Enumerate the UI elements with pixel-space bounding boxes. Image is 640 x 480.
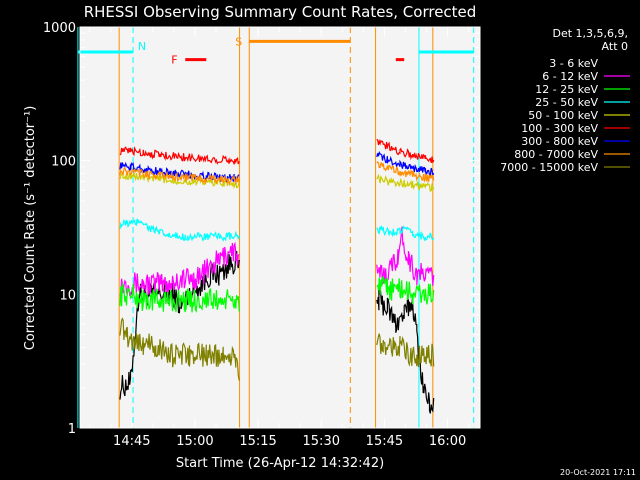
footer-date: 20-Oct-2021 17:11 — [560, 468, 636, 477]
chart-marks: N S F — [77, 27, 475, 428]
x-tick-label: 16:00 — [429, 434, 466, 449]
flag-F-label: F — [171, 54, 177, 67]
legend-entry-label: 300 - 800 keV — [521, 135, 598, 148]
y-tick-label: 100 — [51, 155, 76, 170]
series-800-7000-kevline — [119, 160, 435, 186]
y-tick-label: 10 — [59, 288, 76, 303]
legend-title-line: Att 0 — [602, 40, 628, 53]
legend-entry-label: 3 - 6 keV — [549, 57, 598, 70]
plot-area — [80, 27, 480, 428]
series-100-300-kevline — [119, 138, 435, 165]
x-tick-label: 15:00 — [176, 434, 213, 449]
y-axis-label: Corrected Count Rate (s⁻¹ detector⁻¹) — [23, 106, 38, 351]
series-7000-15000-kevline — [119, 317, 435, 381]
plot-background — [80, 27, 480, 428]
x-axis-label: Start Time (26-Apr-12 14:32:42) — [176, 456, 384, 471]
flag-S-label: S — [235, 35, 242, 48]
series-12-25-kevline — [119, 275, 435, 313]
series-3-6-kevline — [119, 250, 435, 414]
legend-entry-label: 25 - 50 keV — [535, 96, 598, 109]
x-tick-label: 15:15 — [239, 434, 276, 449]
x-tick-label: 14:45 — [113, 434, 150, 449]
series-6-12-kevline — [119, 226, 435, 297]
x-tick-label: 15:30 — [303, 434, 340, 449]
legend-entry-label: 100 - 300 keV — [521, 122, 598, 135]
legend-entry-label: 7000 - 15000 keV — [500, 161, 598, 174]
legend-entry-label: 50 - 100 keV — [528, 109, 598, 122]
y-tick-label: 1 — [68, 422, 76, 437]
legend-entry-label: 12 - 25 keV — [535, 83, 598, 96]
flag-N-label: N — [138, 40, 146, 53]
legend-title-line: Det 1,3,5,6,9, — [552, 27, 628, 40]
x-tick-label: 15:45 — [366, 434, 403, 449]
chart-axes: 1 10 100 1000 14:45 15:00 15:15 15:30 15:45 16:00 — [43, 21, 481, 449]
legend-entry-label: 800 - 7000 keV — [514, 148, 598, 161]
chart-title: RHESSI Observing Summary Count Rates, Co… — [84, 3, 477, 21]
y-tick-label: 1000 — [43, 21, 76, 36]
axes-frame — [79, 26, 481, 429]
legend-entry-label: 6 - 12 keV — [542, 70, 598, 83]
series-25-50-kevline — [119, 218, 435, 242]
